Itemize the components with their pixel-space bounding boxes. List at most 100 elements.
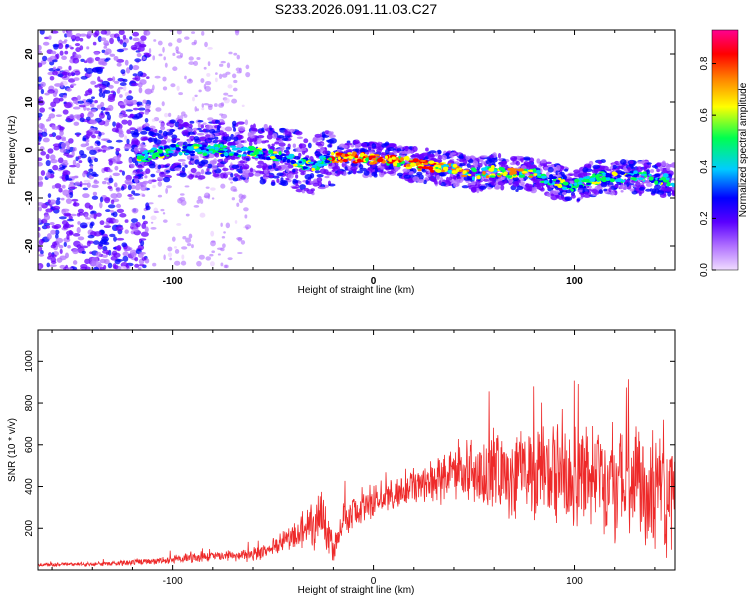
spectral-cell <box>221 73 228 78</box>
spectral-cell <box>52 205 61 211</box>
spectral-cell <box>77 221 81 225</box>
spectral-cell <box>150 227 157 230</box>
spectral-cell <box>376 148 383 153</box>
spectral-cell <box>480 167 488 171</box>
spectral-cell <box>148 202 154 205</box>
spectral-cell <box>40 60 47 65</box>
spectral-cell <box>388 158 393 162</box>
spectral-cell <box>81 250 86 254</box>
spectral-cell <box>476 187 480 194</box>
spectral-cell <box>201 31 205 36</box>
spectral-cell <box>348 170 353 175</box>
spectral-cell <box>350 166 358 171</box>
spectral-cell <box>314 162 320 166</box>
spectral-cell <box>101 138 108 141</box>
spectral-cell <box>227 257 233 261</box>
spectral-cell <box>52 70 58 76</box>
spectral-cell <box>458 167 463 170</box>
spectral-cell <box>296 136 303 139</box>
spectral-cell <box>252 137 258 142</box>
spectral-cell <box>162 212 166 215</box>
spectral-cell <box>194 159 200 165</box>
spectral-cell <box>457 178 464 184</box>
spectral-cell <box>271 143 275 147</box>
spectral-cell <box>98 132 102 137</box>
spectral-cell <box>147 157 152 161</box>
spectral-cell <box>120 265 127 270</box>
spectral-cell <box>244 214 248 219</box>
spectral-cell <box>119 169 123 173</box>
spectral-cell <box>219 148 224 151</box>
colorbar-gradient <box>711 29 739 271</box>
spectral-cell <box>569 180 574 185</box>
spectral-cell <box>297 165 304 168</box>
spectral-cell <box>497 152 502 159</box>
spectral-cell <box>566 189 572 194</box>
spectral-cell <box>38 217 42 224</box>
spectral-cell <box>160 208 165 212</box>
spectral-cell <box>207 103 214 108</box>
spectral-cell <box>52 164 59 171</box>
x-tick-label: 0 <box>371 576 377 587</box>
spectral-cell <box>55 199 61 206</box>
spectral-cell <box>113 236 117 242</box>
spectral-cell <box>452 163 458 168</box>
spectral-cell <box>99 220 105 226</box>
spectral-cell <box>119 94 123 98</box>
spectral-cell <box>136 165 144 168</box>
spectral-cell <box>80 75 88 80</box>
spectral-cell <box>245 71 251 78</box>
spectral-cell <box>254 172 261 177</box>
spectral-cell <box>248 145 255 150</box>
spectral-cell <box>550 164 555 168</box>
spectral-cell <box>552 167 557 173</box>
spectral-cell <box>438 162 444 166</box>
spectral-cell <box>269 127 273 131</box>
spectral-cell <box>60 197 65 201</box>
spectral-cell <box>89 103 95 108</box>
spectral-cell <box>429 154 436 158</box>
spectral-cell <box>324 130 330 135</box>
spectral-cell <box>665 177 670 181</box>
spectral-cell <box>119 82 127 87</box>
spectral-cell <box>110 193 118 199</box>
spectral-cell <box>113 55 119 61</box>
spectral-cell <box>153 39 157 42</box>
spectral-cell <box>196 171 201 175</box>
spectral-cell <box>293 155 301 160</box>
spectral-cell <box>103 258 110 265</box>
spectral-cell <box>107 185 113 190</box>
spectral-cell <box>69 213 77 217</box>
spectral-cell <box>90 145 94 149</box>
spectral-cell <box>169 146 176 151</box>
spectral-cell <box>263 169 268 174</box>
spectral-cell <box>337 156 341 160</box>
spectral-cell <box>124 59 129 66</box>
spectral-cell <box>614 184 619 189</box>
spectral-cell <box>45 153 50 160</box>
spectral-cell <box>134 256 139 262</box>
spectral-cell <box>61 208 70 212</box>
spectral-cell <box>277 165 282 171</box>
spectral-cell <box>179 115 184 120</box>
spectral-cell <box>92 41 97 46</box>
spectral-cell <box>131 172 136 176</box>
spectral-cell <box>428 166 434 171</box>
spectral-cell <box>270 181 276 187</box>
spectral-cell <box>223 173 228 179</box>
spectral-cell <box>113 219 119 224</box>
spectral-cell <box>132 77 138 80</box>
spectral-cell <box>136 169 141 174</box>
spectral-cell <box>153 139 162 146</box>
spectral-cell <box>161 101 165 107</box>
spectral-cell <box>132 107 139 111</box>
spectral-cell <box>217 150 224 153</box>
spectral-cell <box>115 150 120 156</box>
spectral-cell <box>184 152 190 155</box>
spectral-cell <box>250 124 254 130</box>
spectral-cell <box>108 220 114 224</box>
spectral-cell <box>466 163 471 168</box>
spectral-cell <box>101 180 107 185</box>
colorbar-tick-label: 0.8 <box>699 56 710 70</box>
spectral-cell <box>148 47 152 54</box>
